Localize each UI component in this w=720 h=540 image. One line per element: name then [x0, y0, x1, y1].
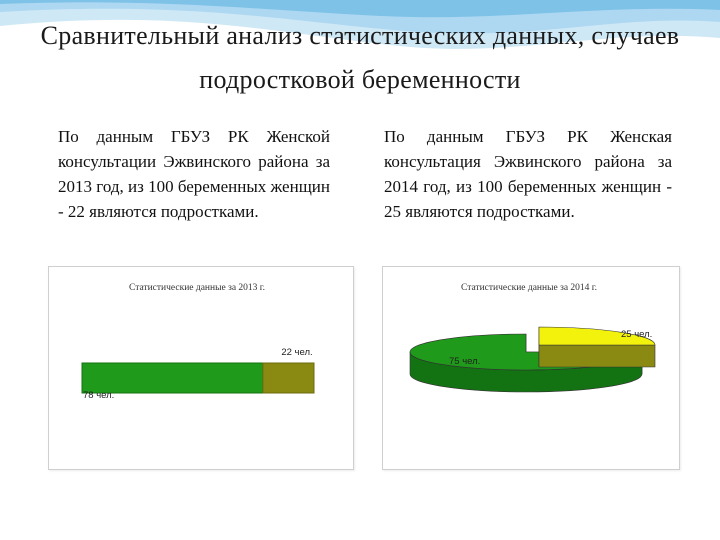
bar-label-22: 22 чел. — [281, 347, 312, 358]
pie-slice-25 — [538, 326, 656, 346]
pie-slice-25-wall-end — [538, 344, 656, 368]
chart-2014-svg: Статистические данные за 2014 г. 25 чел.… — [409, 283, 656, 393]
bar-78 — [81, 362, 264, 394]
chart-2013-title: Статистические данные за 2013 г. — [129, 283, 265, 293]
chart-2013-panel: Статистические данные за 2013 г. 22 чел.… — [48, 266, 354, 470]
slice-label-25: 25 чел. — [621, 329, 652, 340]
chart-2013-svg: Статистические данные за 2013 г. 22 чел.… — [81, 283, 315, 401]
bar-label-78: 78 чел. — [83, 390, 114, 401]
slice-label-75: 75 чел. — [449, 356, 480, 367]
slide-title: Сравнительный анализ статистических данн… — [40, 21, 680, 94]
left-description: По данным ГБУЗ РК Женской консультации Э… — [58, 127, 330, 221]
chart-2014-title: Статистические данные за 2014 г. — [461, 283, 597, 293]
chart-2014-panel: Статистические данные за 2014 г. 25 чел.… — [382, 266, 680, 470]
right-description: По данным ГБУЗ РК Женская консультация Э… — [384, 127, 672, 221]
bar-22 — [262, 362, 315, 394]
